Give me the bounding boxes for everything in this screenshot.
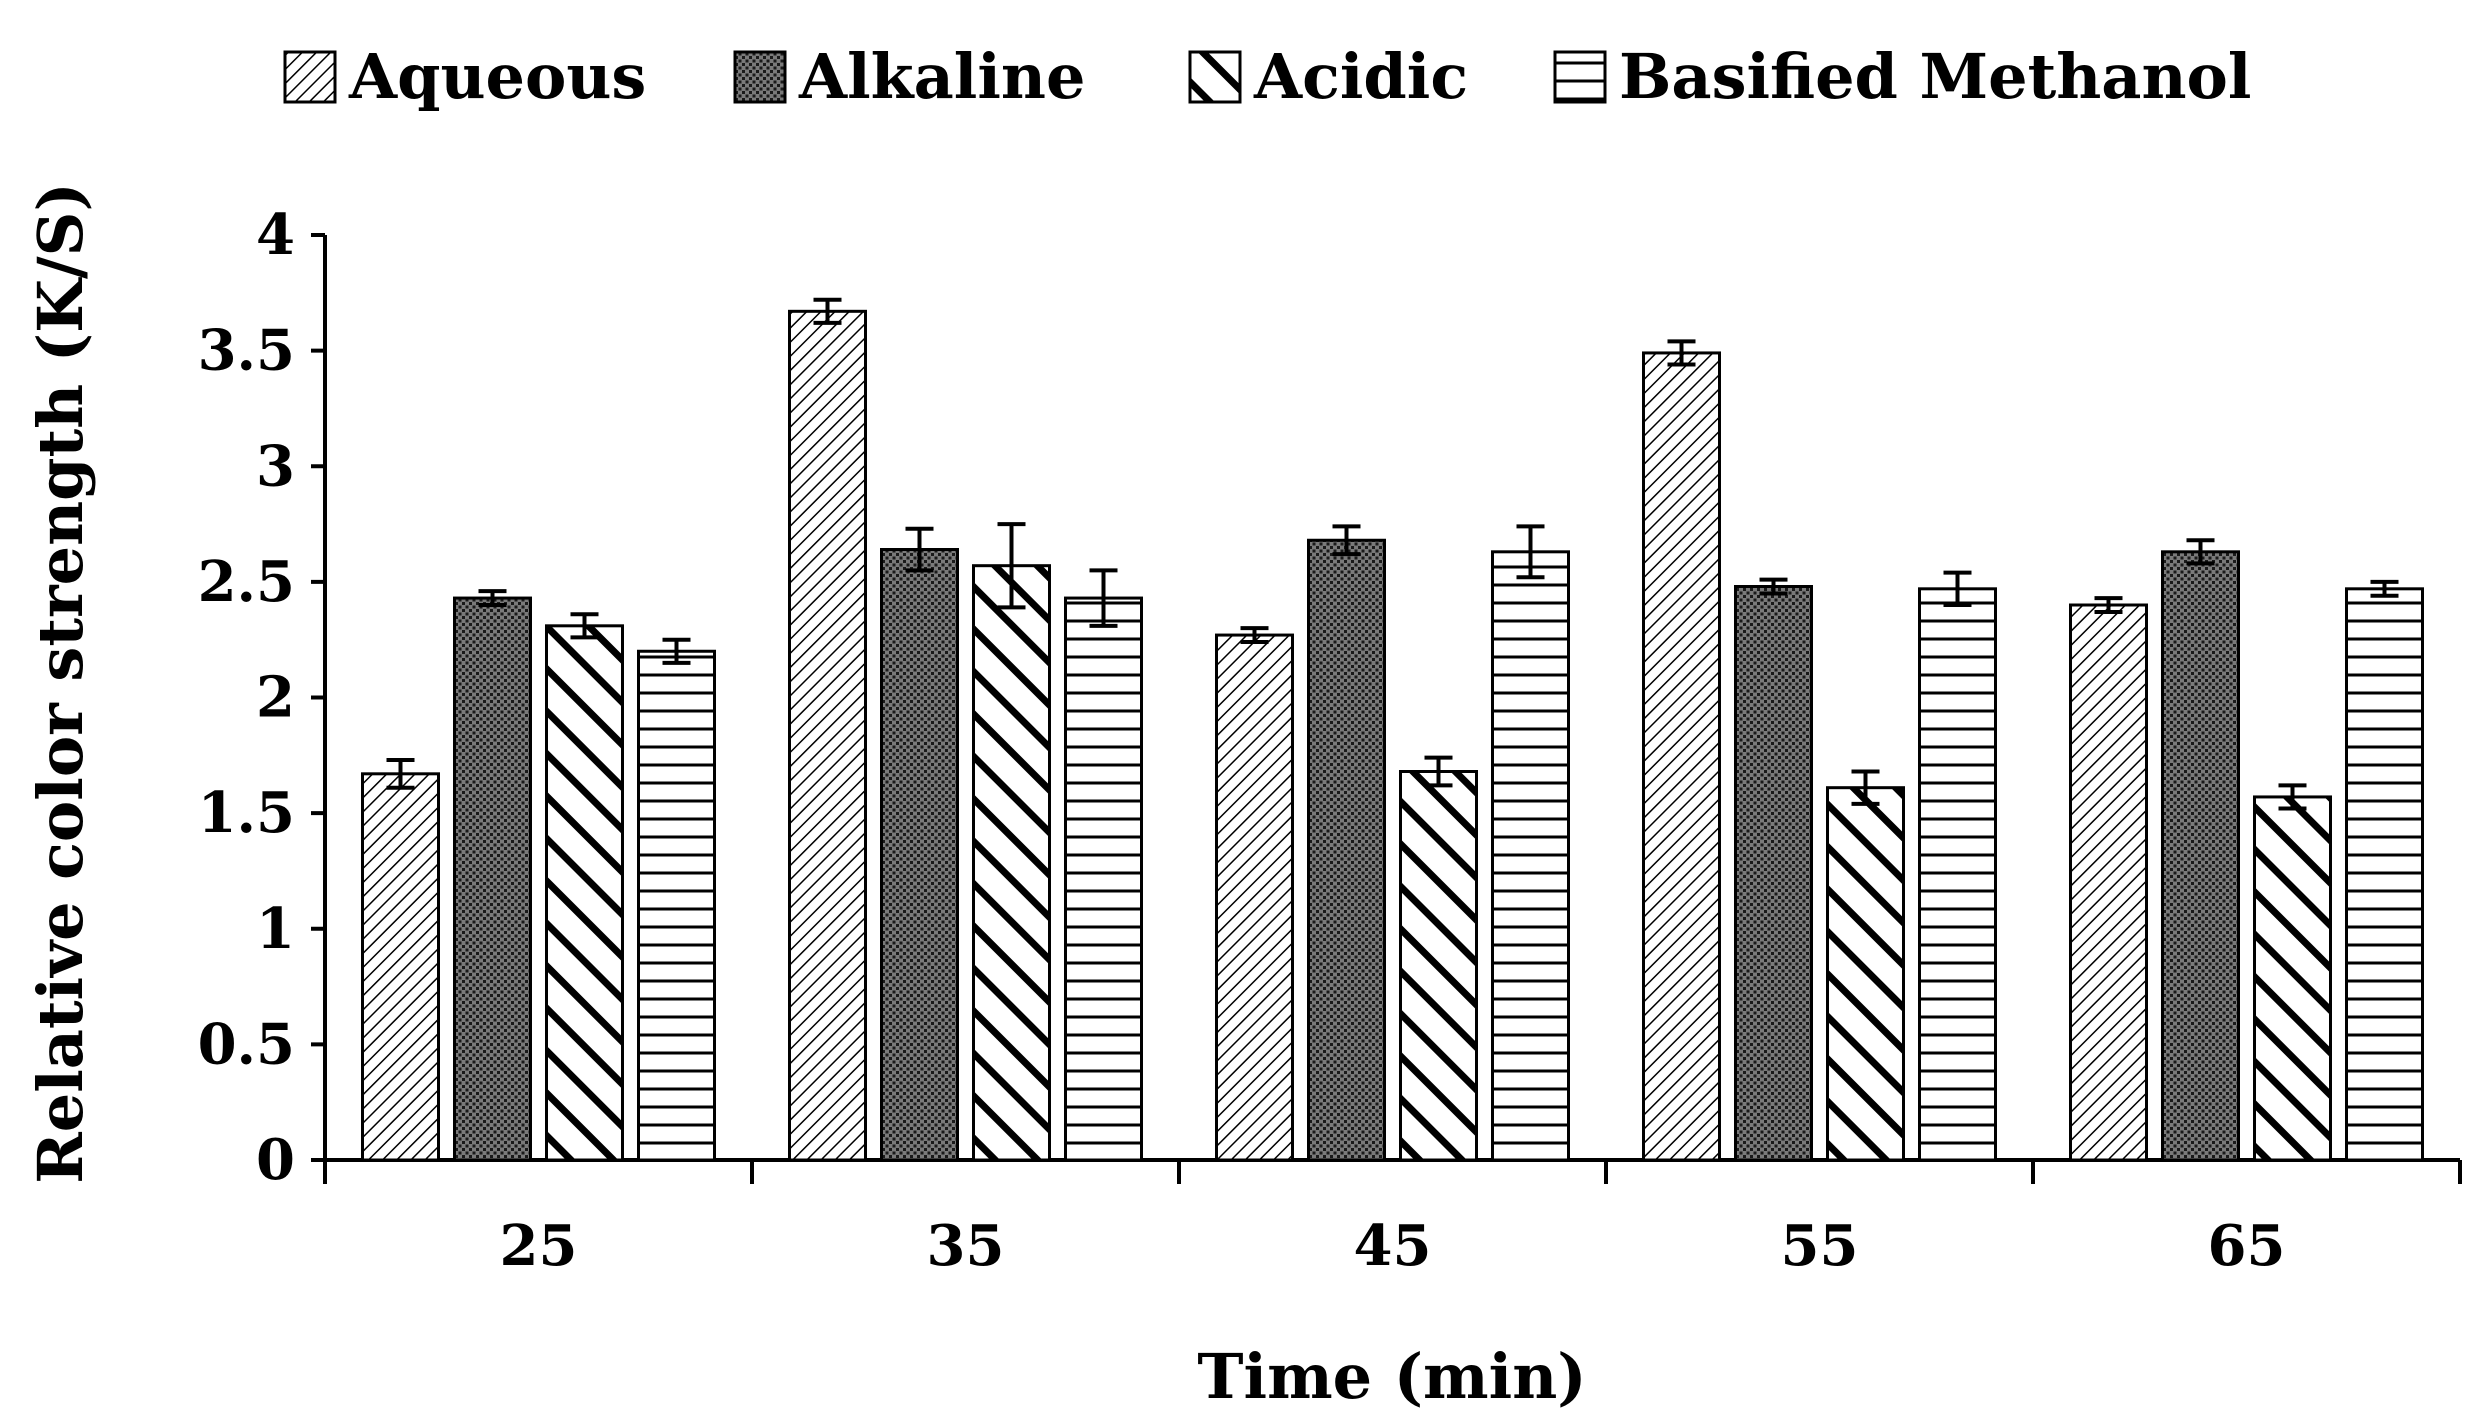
y-axis-title: Relative color strength (K/S) — [24, 182, 97, 1184]
bar-alkaline-45 — [1307, 538, 1386, 1162]
bar-basified-methanol-55 — [1918, 587, 1997, 1162]
bar-basified-methanol-25 — [637, 649, 716, 1162]
bar-acidic-65 — [2253, 795, 2332, 1162]
bar-alkaline-25 — [453, 596, 532, 1162]
legend-label: Basified Methanol — [1619, 40, 2251, 113]
bar-alkaline-35 — [880, 548, 959, 1162]
legend-swatch-alkaline — [733, 50, 787, 104]
bar-aqueous-25 — [361, 772, 440, 1162]
legend-swatch-basified-methanol — [1553, 50, 1607, 104]
legend-label: Aqueous — [348, 40, 646, 113]
bar-aqueous-35 — [788, 309, 867, 1162]
y-tick-label: 0 — [256, 1127, 295, 1193]
x-tick-label: 25 — [500, 1213, 578, 1279]
x-tick-label: 35 — [927, 1213, 1005, 1279]
bar-acidic-25 — [545, 624, 624, 1162]
bar-alkaline-65 — [2161, 550, 2240, 1162]
bar-basified-methanol-45 — [1491, 550, 1570, 1162]
bar-aqueous-65 — [2069, 603, 2148, 1162]
bar-acidic-35 — [972, 564, 1051, 1162]
bar-acidic-45 — [1399, 770, 1478, 1162]
bar-basified-methanol-65 — [2345, 587, 2424, 1162]
y-tick-label: 4 — [256, 202, 295, 268]
x-tick-label: 55 — [1781, 1213, 1859, 1279]
bar-aqueous-45 — [1215, 633, 1294, 1162]
y-tick-label: 3.5 — [198, 318, 295, 384]
x-axis-title: Time (min) — [1197, 1340, 1586, 1413]
bar-basified-methanol-35 — [1064, 596, 1143, 1162]
y-tick-label: 0.5 — [198, 1011, 295, 1077]
x-tick-label: 65 — [2208, 1213, 2286, 1279]
y-tick-label: 3 — [256, 433, 295, 499]
y-tick-label: 2 — [256, 665, 295, 731]
y-tick-label: 2.5 — [198, 549, 295, 615]
plot-area: 0 0.5 1 1.5 2 2.5 3 3.5 4 25 35 45 55 65 — [198, 202, 2462, 1279]
legend: Aqueous Alkaline Acidic Basified Methanol — [283, 40, 2251, 113]
bar-alkaline-55 — [1734, 585, 1813, 1162]
legend-swatch-acidic — [1188, 50, 1242, 104]
y-tick-label: 1 — [256, 896, 295, 962]
bar-acidic-55 — [1826, 786, 1905, 1162]
legend-label: Alkaline — [798, 40, 1085, 113]
bar-aqueous-55 — [1642, 351, 1721, 1162]
y-tick-label: 1.5 — [198, 780, 295, 846]
x-tick-label: 45 — [1354, 1213, 1432, 1279]
legend-swatch-aqueous — [283, 50, 337, 104]
legend-label: Acidic — [1253, 40, 1468, 113]
